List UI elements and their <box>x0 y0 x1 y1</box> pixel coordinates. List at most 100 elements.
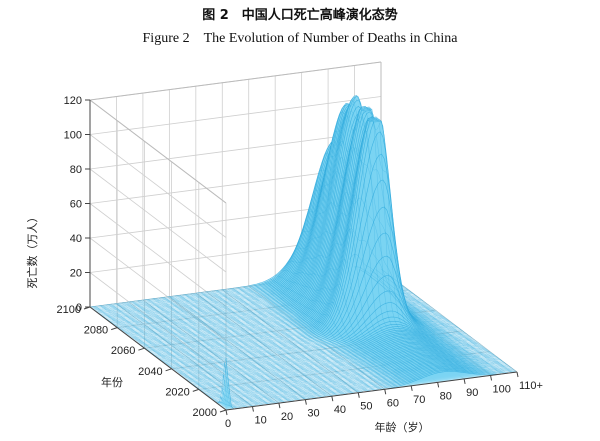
surface-mesh-line <box>290 194 428 377</box>
x-tick-label: 10 <box>254 415 266 427</box>
surface-mesh-line <box>275 275 412 383</box>
x-tick-label: 80 <box>440 390 452 402</box>
z-tick-label: 20 <box>70 268 82 280</box>
x-tick-label: 0 <box>225 418 231 430</box>
x-tick <box>410 385 413 391</box>
x-tick-label: 90 <box>466 387 478 399</box>
surface-mesh-line <box>206 356 499 396</box>
surface-mesh-line <box>216 290 354 394</box>
x-tick-label: 60 <box>387 397 399 409</box>
surface-mesh-line <box>172 321 465 371</box>
surface-mesh-line <box>153 298 290 402</box>
surface-mesh-line <box>209 358 501 398</box>
surface-mesh-line <box>204 353 496 394</box>
surface-mesh-line <box>223 368 515 408</box>
surface-mesh-line <box>264 281 401 386</box>
surface-mesh-line <box>354 266 491 375</box>
z-axis-label: 死亡数（万人） <box>25 212 39 289</box>
surface-mesh-line <box>166 275 458 365</box>
y-tick-label: 2000 <box>193 407 217 419</box>
x-tick-label: 40 <box>334 404 346 416</box>
surface-mesh-line <box>182 334 474 378</box>
x-tick <box>357 392 360 398</box>
surface-mesh-line <box>100 305 237 409</box>
surface-mesh-line <box>126 302 264 406</box>
y-axis-label: 年份 <box>101 375 123 389</box>
surface-mesh-line <box>259 283 396 388</box>
x-tick <box>463 378 466 385</box>
y-tick-label: 2080 <box>84 325 108 337</box>
surface-mesh-line <box>121 302 258 407</box>
x-tick-label: 100 <box>493 383 511 395</box>
surface-mesh-line <box>216 363 508 403</box>
surface-mesh-line <box>317 99 454 372</box>
surface-mesh-line <box>196 346 488 388</box>
surface-mesh-line <box>248 285 385 390</box>
z-tick-label: 100 <box>64 130 82 142</box>
x-tick <box>384 389 387 395</box>
surface-mesh-line <box>186 338 478 381</box>
surface-mesh-line <box>169 296 306 400</box>
surface-mesh-line <box>174 295 311 400</box>
surface-mesh-line <box>174 323 466 372</box>
grid-line <box>89 203 227 307</box>
y-tick <box>192 388 199 392</box>
surface-mesh-line <box>193 344 485 386</box>
surface-mesh-line <box>137 300 274 404</box>
surface-mesh-line <box>197 348 489 389</box>
surface-mesh-line <box>312 107 449 372</box>
x-tick <box>516 371 519 378</box>
surface-mesh-line <box>200 292 338 396</box>
death-surface <box>89 95 518 410</box>
surface-mesh-line <box>181 332 473 377</box>
surface-mesh-line <box>179 295 317 399</box>
surface-mesh-line <box>171 316 463 370</box>
surface-mesh-line <box>208 357 500 397</box>
x-tick <box>251 406 254 412</box>
x-tick-label: 20 <box>281 411 293 423</box>
chart-axes: 0204060801001202000202020402060208021000… <box>57 95 543 430</box>
surface-mesh-line <box>217 364 509 404</box>
surface-mesh-line <box>269 278 407 385</box>
surface-mesh-line <box>148 299 285 403</box>
surface-mesh-line <box>370 269 507 374</box>
surface-mesh-line <box>211 290 348 395</box>
y-tick-label: 2020 <box>165 386 189 398</box>
surface-mesh-line <box>111 304 248 408</box>
z-tick-label: 80 <box>70 164 82 176</box>
x-axis-line <box>225 371 518 411</box>
z-tick-label: 0 <box>76 302 82 314</box>
surface-mesh-line <box>163 232 455 363</box>
surface-mesh-line <box>95 306 232 407</box>
surface-mesh-line <box>185 336 477 380</box>
grid-line <box>89 96 382 135</box>
grid-line <box>89 134 227 238</box>
surface-mesh-line <box>253 284 391 389</box>
surface-mesh-line <box>183 335 475 379</box>
surface-mesh-line <box>215 362 507 402</box>
surface-mesh-line <box>212 360 504 400</box>
surface-mesh-line <box>349 254 486 375</box>
surface-mesh-line <box>243 286 380 390</box>
surface-mesh-line <box>333 147 470 374</box>
box-edge <box>89 61 382 101</box>
surface-mesh-line <box>322 95 459 373</box>
surface-mesh-line <box>338 192 475 375</box>
surface-mesh-line <box>176 328 469 374</box>
z-tick-label: 120 <box>64 95 82 107</box>
chart-title-en: Figure 2 The Evolution of Number of Deat… <box>142 31 458 46</box>
surface-mesh-line <box>232 288 370 392</box>
grid-line <box>89 168 227 273</box>
surface-mesh-line <box>343 228 481 375</box>
surface-mesh-line <box>380 268 518 373</box>
surface-mesh-line <box>168 302 460 367</box>
surface-mesh-line <box>170 310 462 369</box>
surface-mesh-line <box>198 349 490 390</box>
y-tick-label: 2040 <box>138 366 162 378</box>
surface-mesh-line <box>164 255 456 364</box>
y-tick <box>219 409 227 413</box>
surface-mesh-line <box>191 343 484 385</box>
surface-mesh-line <box>280 259 417 381</box>
surface-mesh-line <box>359 269 496 375</box>
surface-mesh-line <box>195 293 332 397</box>
